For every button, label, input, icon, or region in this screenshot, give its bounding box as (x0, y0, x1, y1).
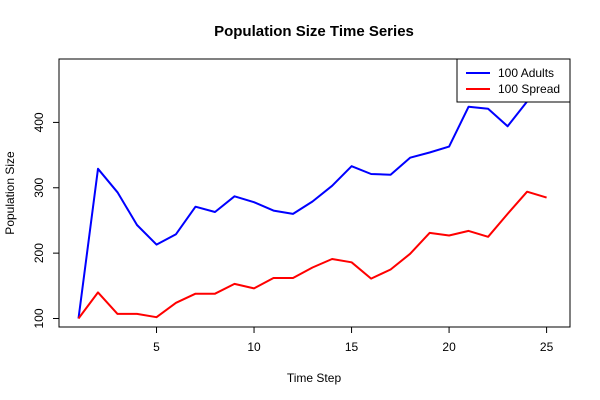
x-tick-label: 25 (540, 340, 554, 354)
x-tick-label: 10 (247, 340, 261, 354)
series-line-0 (77, 92, 547, 319)
y-axis-label: Population Size (3, 151, 17, 235)
series-line-1 (77, 190, 547, 320)
series-layer (77, 92, 547, 320)
x-tick-label: 20 (442, 340, 456, 354)
legend: 100 Adults 100 Spread (456, 58, 571, 103)
legend-label-1: 100 Spread (498, 82, 560, 96)
x-tick-label: 15 (345, 340, 359, 354)
y-tick-label: 100 (32, 308, 46, 328)
x-axis: 5 10 15 20 25 (153, 326, 554, 354)
chart-title: Population Size Time Series (214, 23, 414, 40)
y-axis: 100 200 300 400 (32, 112, 60, 329)
x-axis-label: Time Step (287, 371, 342, 385)
y-tick-label: 200 (32, 243, 46, 263)
x-tick-label: 5 (153, 340, 160, 354)
y-tick-label: 300 (32, 177, 46, 197)
y-tick-label: 400 (32, 112, 46, 132)
legend-label-0: 100 Adults (498, 66, 554, 80)
legend-box (456, 58, 571, 103)
